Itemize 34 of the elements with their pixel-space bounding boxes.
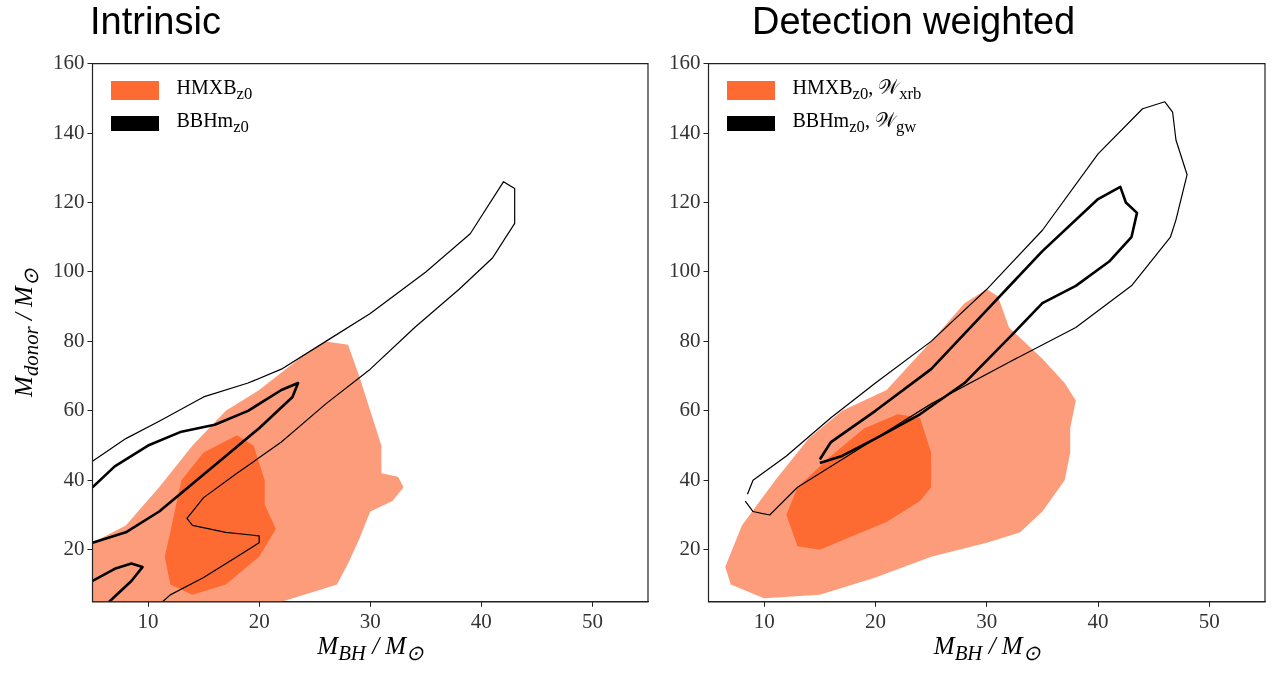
y-tick-label: 40 xyxy=(679,466,701,491)
x-axis-title: M$_{BH}$ / M$_{⊙}$ xyxy=(316,631,425,666)
x-axis-title: M$_{BH}$ / M$_{⊙}$ xyxy=(932,631,1042,666)
y-tick-label: 40 xyxy=(63,466,85,491)
x-tick-label: 50 xyxy=(1198,608,1220,633)
x-tick-label: 20 xyxy=(248,608,270,633)
y-tick-label: 100 xyxy=(53,258,85,283)
x-tick-label: 20 xyxy=(864,608,886,633)
x-tick-label: 10 xyxy=(753,608,775,633)
y-tick-label: 60 xyxy=(679,397,701,422)
legend-label: HMXB$_{z0}$ xyxy=(176,76,253,105)
x-tick-label: 10 xyxy=(137,608,159,633)
y-tick-label: 120 xyxy=(669,189,701,214)
y-tick-label: 80 xyxy=(679,327,701,352)
chart-title: Intrinsic xyxy=(90,0,221,43)
x-tick-label: 30 xyxy=(359,608,381,633)
y-tick-label: 120 xyxy=(53,189,85,214)
x-tick-label: 40 xyxy=(1087,608,1109,633)
legend-label: BBHm$_{z0}$ xyxy=(176,109,249,138)
y-tick-label: 60 xyxy=(63,397,85,422)
y-tick-label: 140 xyxy=(53,119,85,144)
legend-label: BBHm$_{z0}$, 𝒲$_{gw}$ xyxy=(792,109,917,138)
y-tick-label: 20 xyxy=(679,536,701,561)
x-tick-label: 50 xyxy=(581,608,603,633)
y-tick-label: 160 xyxy=(669,50,701,75)
y-tick-label: 80 xyxy=(63,327,85,352)
y-tick-label: 140 xyxy=(669,119,701,144)
chart-title: Detection weighted xyxy=(752,0,1076,43)
y-tick-label: 20 xyxy=(63,536,85,561)
y-tick-label: 100 xyxy=(669,258,701,283)
x-tick-label: 40 xyxy=(470,608,492,633)
x-tick-label: 30 xyxy=(976,608,998,633)
y-tick-label: 160 xyxy=(53,50,85,75)
legend-label: HMXB$_{z0}$, 𝒲$_{xrb}$ xyxy=(792,76,922,105)
